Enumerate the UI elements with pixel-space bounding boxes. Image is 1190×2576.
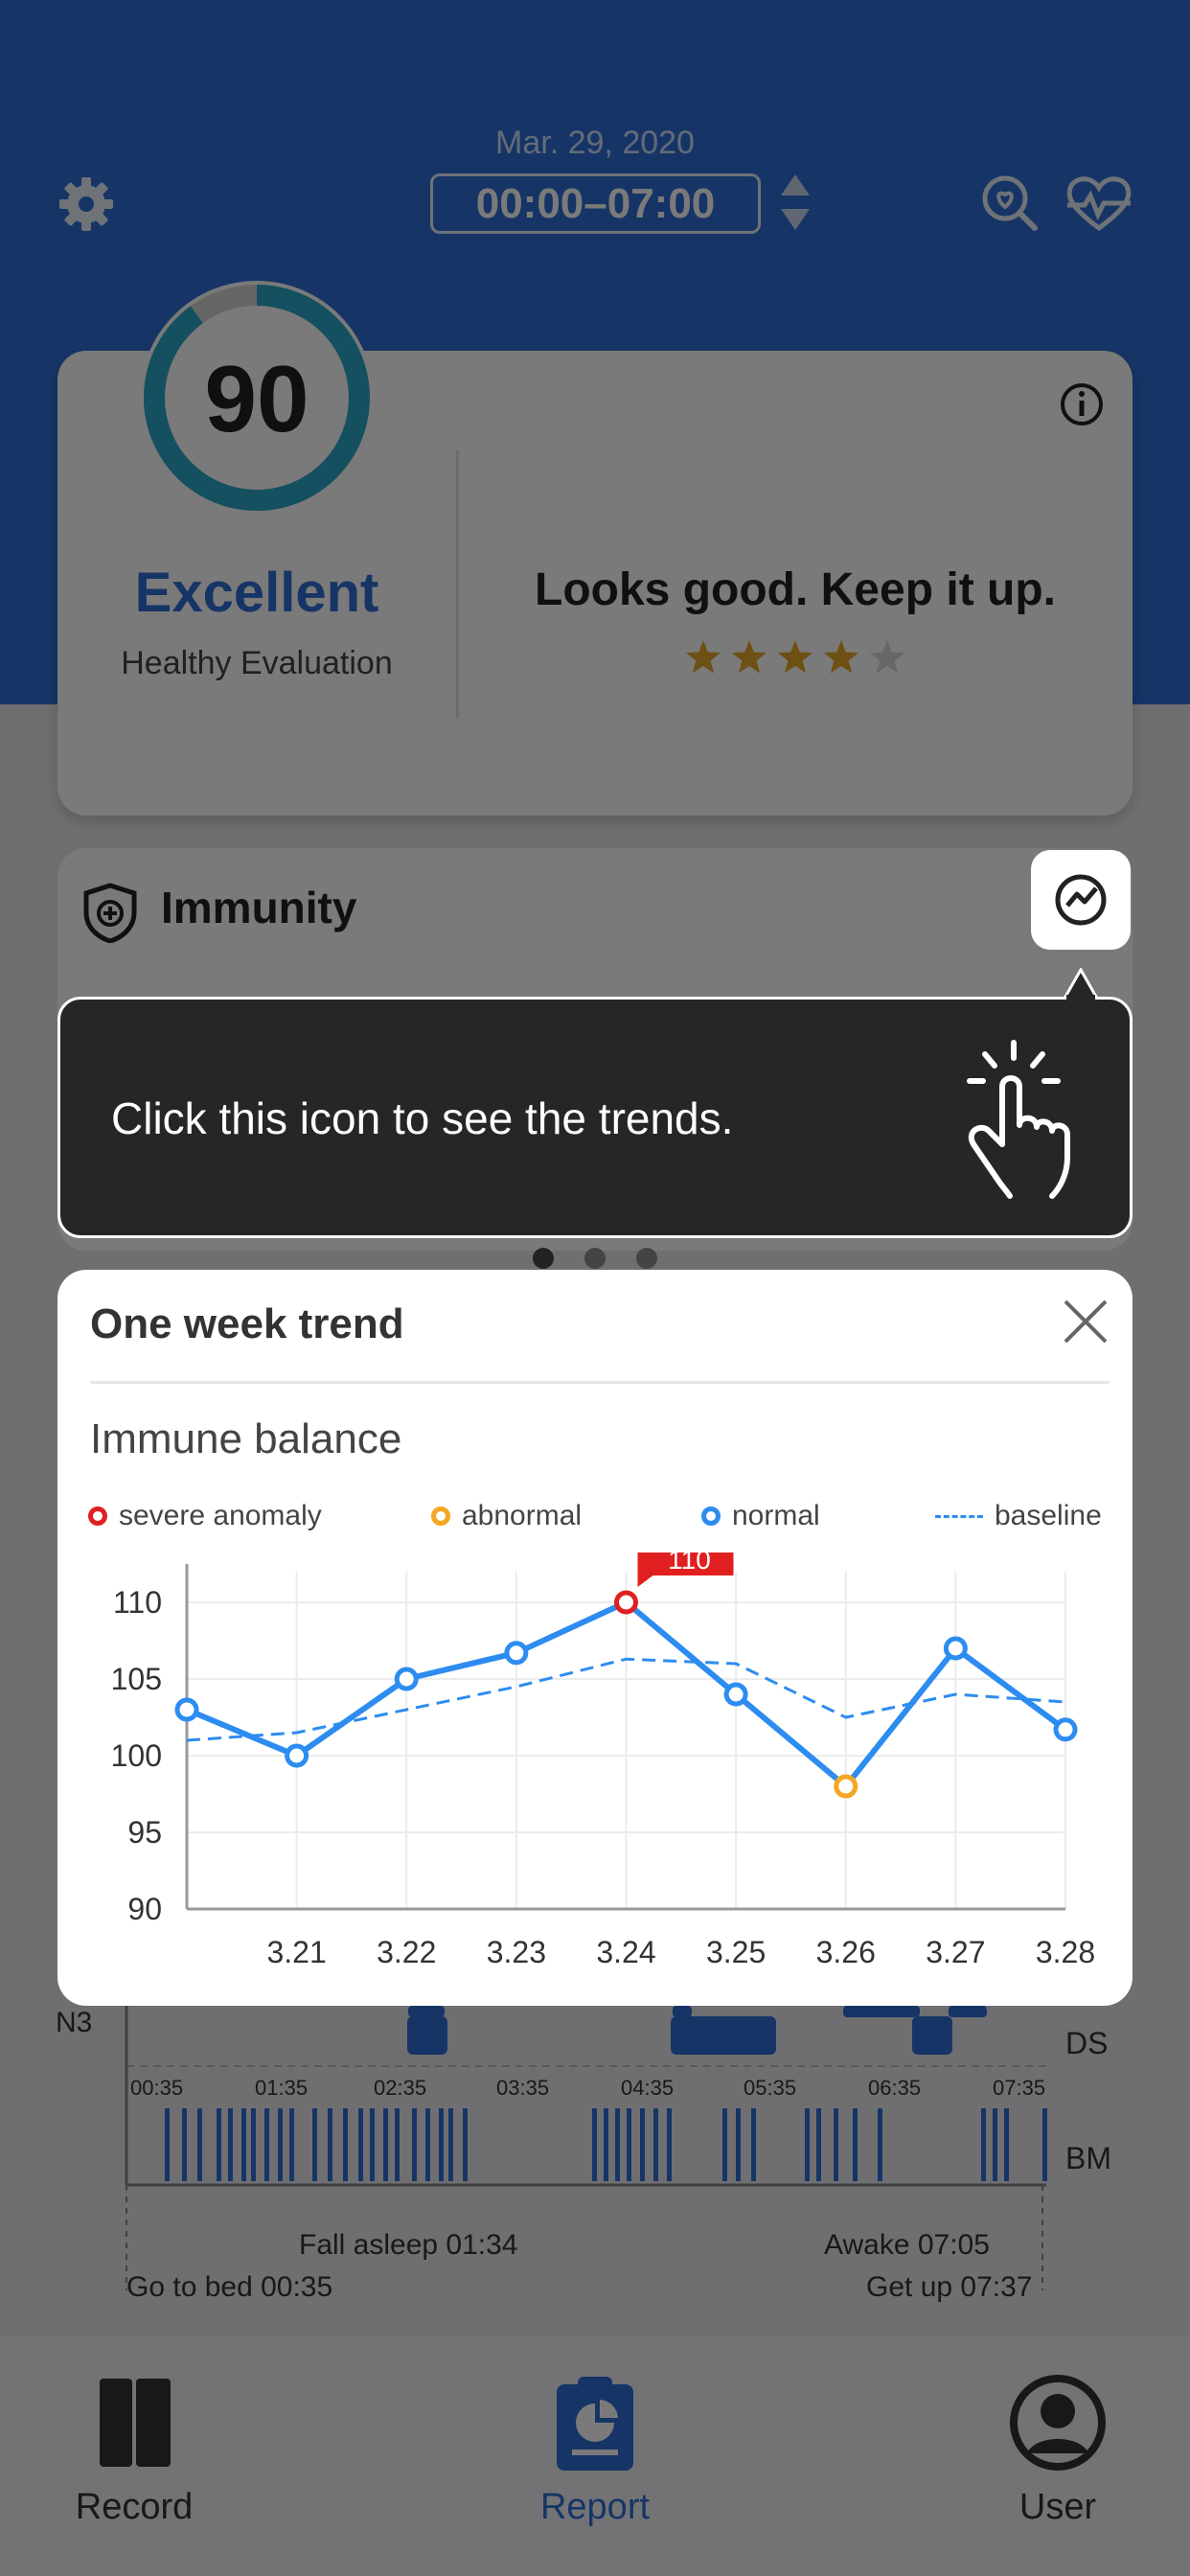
x-tick-label: 3.26	[816, 1935, 876, 1969]
legend-normal: normal	[701, 1500, 820, 1532]
legend-label-severe: severe anomaly	[119, 1500, 322, 1531]
chart-title: Immune balance	[90, 1415, 402, 1462]
tap-hand-icon	[956, 1037, 1079, 1200]
legend-marker-normal	[701, 1506, 721, 1526]
baseline-series-line	[186, 1657, 1066, 1742]
legend-severe: severe anomaly	[88, 1500, 322, 1532]
trend-button[interactable]	[1031, 850, 1131, 950]
legend-marker-abnormal	[431, 1506, 450, 1526]
x-tick-label: 3.22	[377, 1935, 436, 1969]
y-tick-label: 95	[127, 1815, 162, 1850]
legend-abnormal: abnormal	[431, 1500, 582, 1532]
x-tick-label: 3.23	[487, 1935, 546, 1969]
page-indicator	[530, 1246, 664, 1271]
data-point	[614, 1590, 638, 1615]
trend-title: One week trend	[90, 1300, 404, 1347]
x-tick-label: 3.24	[596, 1935, 655, 1969]
data-point	[504, 1641, 529, 1666]
data-point	[943, 1636, 968, 1661]
legend-marker-severe	[88, 1506, 107, 1526]
x-tick-label: 3.27	[926, 1935, 985, 1969]
y-tick-label: 100	[111, 1738, 162, 1773]
y-tick-label: 110	[113, 1585, 162, 1620]
data-point	[723, 1682, 748, 1707]
legend-label-normal: normal	[732, 1500, 820, 1531]
close-icon[interactable]	[1062, 1298, 1110, 1346]
trend-chart: 90 95 100 105 110 3.21 3.22 3.23 3.24 3.25 3.26 3.2…	[57, 1543, 1133, 1974]
data-point	[174, 1697, 199, 1722]
trend-divider	[90, 1381, 1110, 1384]
x-tick-label: 3.25	[706, 1935, 766, 1969]
data-point	[394, 1667, 419, 1691]
data-point	[285, 1743, 309, 1768]
highlight-tooltip	[637, 1543, 734, 1587]
x-tick-label: 3.21	[266, 1935, 326, 1969]
legend-baseline: baseline	[935, 1500, 1102, 1532]
legend-label-abnormal: abnormal	[462, 1500, 583, 1531]
trend-icon	[1055, 874, 1107, 926]
highlight-value-label: 110	[668, 1552, 711, 1575]
y-tick-label: 105	[111, 1662, 162, 1696]
data-point	[1053, 1717, 1078, 1742]
data-point	[834, 1774, 858, 1799]
x-tick-label: 3.28	[1036, 1935, 1095, 1969]
tooltip-box	[57, 997, 1133, 1238]
legend-marker-baseline	[935, 1514, 983, 1518]
tooltip-text: Click this icon to see the trends.	[111, 1093, 734, 1143]
y-tick-label: 90	[127, 1892, 162, 1926]
legend-label-baseline: baseline	[995, 1500, 1102, 1531]
tooltip-pointer-cover	[1066, 995, 1095, 1000]
